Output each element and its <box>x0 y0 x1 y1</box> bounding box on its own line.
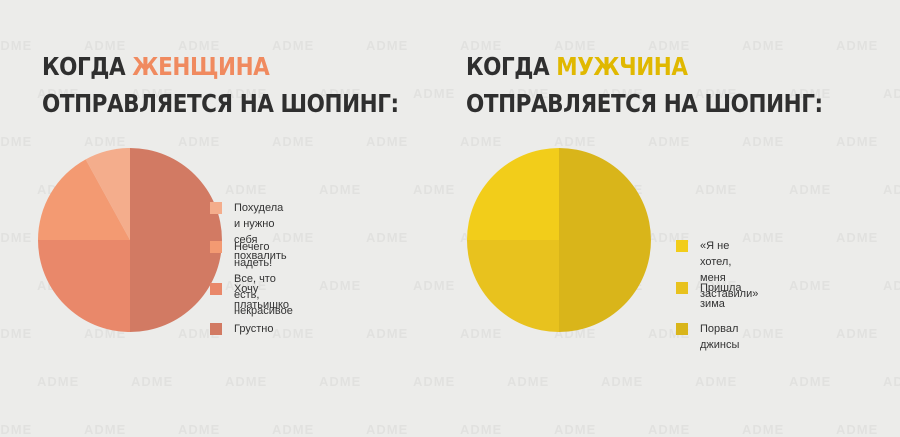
watermark-text: ADME <box>366 422 408 437</box>
men-chart-title: КОГДА МУЖЧИНА ОТПРАВЛЯЕТСЯ НА ШОПИНГ: <box>466 48 823 122</box>
pie-slice-3 <box>559 148 651 332</box>
legend-swatch <box>210 283 222 295</box>
legend-swatch <box>210 202 222 214</box>
title-highlight-men: МУЖЧИНА <box>556 52 688 81</box>
pie-slice-1 <box>85 148 130 240</box>
legend-item: Порвал джинсы <box>676 321 739 353</box>
watermark-text: ADME <box>742 422 784 437</box>
watermark-text: ADME <box>648 422 690 437</box>
legend-swatch <box>210 323 222 335</box>
watermark-text: ADME <box>836 422 878 437</box>
legend-label: Пришла зима <box>700 282 742 310</box>
title-line2: ОТПРАВЛЯЕТСЯ НА ШОПИНГ: <box>42 89 399 118</box>
legend-item: Хочу платьишко <box>210 281 289 313</box>
legend-label: Нечего надеть! Все, что есть, некрасивое <box>234 241 293 317</box>
pie-slice-4 <box>130 148 222 332</box>
legend-item: Нечего надеть! Все, что есть, некрасивое <box>210 239 293 319</box>
men-pie-chart <box>467 148 651 332</box>
women-chart-title: КОГДА ЖЕНЩИНА ОТПРАВЛЯЕТСЯ НА ШОПИНГ: <box>42 48 399 122</box>
legend-label: Похудела и нужно себя похвалить <box>234 202 287 262</box>
legend-label: Грустно <box>234 323 274 335</box>
women-shopping-panel: КОГДА ЖЕНЩИНА ОТПРАВЛЯЕТСЯ НА ШОПИНГ: По… <box>0 0 450 412</box>
legend-swatch <box>676 282 688 294</box>
title-highlight-women: ЖЕНЩИНА <box>132 52 270 81</box>
pie-slice-1 <box>467 148 559 240</box>
legend-swatch <box>676 240 688 252</box>
title-line2: ОТПРАВЛЯЕТСЯ НА ШОПИНГ: <box>466 89 823 118</box>
legend-label: «Я не хотел, меня заставили» <box>700 240 759 300</box>
watermark-text: ADME <box>0 422 32 437</box>
watermark-text: ADME <box>84 422 126 437</box>
pie-slice-3 <box>38 240 130 332</box>
watermark-text: ADME <box>460 422 502 437</box>
watermark-text: ADME <box>554 422 596 437</box>
legend-item: Похудела и нужно себя похвалить <box>210 200 287 264</box>
watermark-text: ADME <box>178 422 220 437</box>
men-shopping-panel: КОГДА МУЖЧИНА ОТПРАВЛЯЕТСЯ НА ШОПИНГ: «Я… <box>450 0 900 412</box>
watermark-text: ADME <box>272 422 314 437</box>
title-prefix: КОГДА <box>42 52 133 81</box>
legend-item: Пришла зима <box>676 280 742 312</box>
title-prefix: КОГДА <box>466 52 557 81</box>
pie-slice-2 <box>38 159 130 240</box>
legend-item: Грустно <box>210 321 273 337</box>
legend-label: Хочу платьишко <box>234 283 290 311</box>
legend-label: Порвал джинсы <box>700 323 740 351</box>
pie-slice-2 <box>467 240 559 332</box>
women-pie-chart <box>38 148 222 332</box>
legend-swatch <box>676 323 688 335</box>
legend-item: «Я не хотел, меня заставили» <box>676 238 758 302</box>
legend-swatch <box>210 241 222 253</box>
